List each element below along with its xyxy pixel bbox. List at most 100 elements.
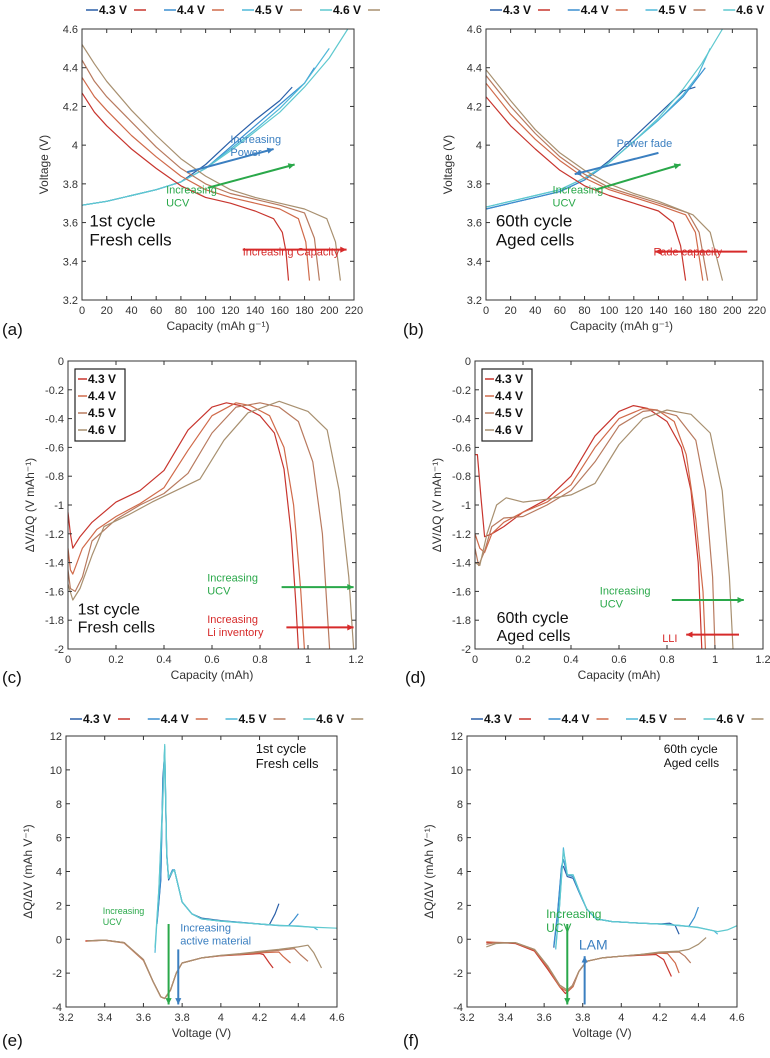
- x-tick-label: 100: [600, 305, 618, 317]
- y-tick-label: 4: [56, 867, 62, 879]
- x-tick-label: 0: [65, 654, 71, 666]
- panel-label: (f): [403, 1031, 419, 1050]
- annotation-arrow-head: [673, 163, 681, 170]
- annotation-arrow-head: [564, 998, 571, 1005]
- y-tick-label: -0.2: [45, 385, 64, 397]
- y-tick-label: -1.6: [45, 586, 64, 598]
- y-tick-label: -1.8: [45, 615, 64, 627]
- y-tick-label: 4: [72, 140, 78, 152]
- y-tick-label: -1: [54, 500, 64, 512]
- annotation-text: Increasing: [600, 585, 651, 597]
- annotation-text: 1st cycle: [78, 601, 140, 618]
- x-tick-label: 4: [218, 1012, 224, 1024]
- y-tick-label: 6: [457, 833, 463, 845]
- x-axis-label: Capacity (mAh g⁻¹): [166, 319, 269, 333]
- annotation-text: LAM: [579, 936, 608, 952]
- annotation-arrow-head: [165, 998, 172, 1005]
- y-tick-label: -0.8: [45, 471, 64, 483]
- y-tick-label: 0: [457, 934, 463, 946]
- series-line-4-4-v-discharge: [85, 939, 291, 1000]
- legend-label: 4.3 V: [484, 712, 512, 726]
- chart-panel-c: 0 0.2 0.4 0.6 0.8 1 1.2 -2 -1.8 -1.6 -1.4 -1.2 -1 -0.…: [2, 356, 364, 687]
- y-tick-label: 12: [451, 731, 463, 743]
- series-line-4-5-v-discharge: [87, 939, 309, 1000]
- x-tick-label: 80: [578, 305, 590, 317]
- y-tick-label: -1.4: [452, 558, 471, 570]
- annotation-text: UCV: [207, 585, 231, 597]
- x-tick-label: 120: [221, 305, 239, 317]
- series-line-4-5-v: [475, 409, 716, 649]
- annotation-arrow-head: [686, 631, 693, 638]
- annotation-text: Increasing: [207, 572, 258, 584]
- y-tick-label: 8: [56, 799, 62, 811]
- series-line-4-5-v-charge: [82, 48, 330, 206]
- x-axis-label: Capacity (mAh): [171, 668, 254, 682]
- series-line-4-4-v-charge: [553, 859, 699, 947]
- y-tick-label: 4.2: [63, 101, 78, 113]
- y-tick-label: 6: [56, 833, 62, 845]
- series-line-4-4-v: [68, 402, 305, 649]
- y-tick-label: 2: [56, 900, 62, 912]
- legend-label: 4.6 V: [88, 423, 116, 437]
- y-tick-label: -2: [461, 644, 471, 656]
- chart-panel-f: 3.2 3.4 3.6 3.8 4 4.2 4.4 4.6 -4 -2 0 2 4 6 8 10 12 Volta…: [403, 712, 764, 1050]
- legend-label: 4.4 V: [495, 389, 523, 403]
- annotation-arrow-head: [175, 998, 182, 1005]
- annotation-arrow-head: [347, 584, 354, 591]
- annotation-arrow-shaft: [574, 151, 659, 176]
- x-tick-label: 0: [79, 305, 85, 317]
- series-group: [486, 29, 724, 281]
- series-line-4-6-v: [68, 400, 355, 649]
- x-tick-label: 0.4: [156, 654, 171, 666]
- x-axis-label: Voltage (V): [172, 1026, 231, 1040]
- annotation-text: Aged cells: [496, 230, 574, 249]
- annotation-text: LLI: [662, 633, 677, 645]
- series-line-4-6-v-charge: [555, 850, 737, 948]
- annotation-text: Fresh cells: [78, 619, 155, 636]
- y-tick-label: -1.4: [45, 558, 64, 570]
- legend-label: 4.6 V: [316, 712, 344, 726]
- annotation-text: Increasing: [166, 185, 217, 197]
- y-tick-label: -0.8: [452, 471, 471, 483]
- annotation-text: Aged cells: [497, 628, 571, 645]
- y-tick-label: 4.2: [467, 101, 482, 113]
- y-tick-label: -4: [52, 1002, 62, 1014]
- y-tick-label: -0.4: [45, 414, 64, 426]
- series-line-4-4-v-discharge: [486, 82, 704, 281]
- legend-label: 4.3 V: [503, 3, 531, 17]
- panel-label: (b): [403, 320, 424, 339]
- annotation-text: Increasing: [230, 134, 281, 146]
- x-tick-label: 0.2: [515, 654, 530, 666]
- chart-panel-b: 0 20 40 60 80 100 120 140 160 180 200 220 3.2 3.4 3.6 3…: [403, 3, 766, 339]
- y-tick-label: 3.4: [63, 256, 78, 268]
- series-group: [475, 405, 734, 649]
- annotation-arrow-head: [266, 147, 274, 154]
- x-tick-label: 180: [295, 305, 313, 317]
- y-tick-label: 3.2: [63, 295, 78, 307]
- series-line-4-6-v-discharge: [82, 44, 341, 281]
- annotation-text: 60th cycle: [497, 610, 569, 627]
- x-tick-label: 0: [483, 305, 489, 317]
- x-tick-label: 200: [320, 305, 338, 317]
- series-line-4-5-v-charge: [555, 847, 719, 950]
- x-tick-label: 180: [699, 305, 717, 317]
- y-tick-label: -1.6: [452, 586, 471, 598]
- legend-label: 4.4 V: [581, 3, 609, 17]
- y-tick-label: 3.8: [467, 179, 482, 191]
- y-axis-label: ΔV/ΔQ (V mAh⁻¹): [430, 458, 444, 552]
- y-tick-label: 3.6: [63, 218, 78, 230]
- annotation-arrow-shaft: [595, 163, 681, 191]
- y-axis-label: ΔQ/ΔV (mAh V⁻¹): [21, 824, 35, 918]
- x-tick-label: 4.4: [291, 1012, 306, 1024]
- x-tick-label: 100: [196, 305, 214, 317]
- x-axis-label: Voltage (V): [572, 1026, 631, 1040]
- annotation-text: 60th cycle: [496, 211, 573, 230]
- annotation-text: Li inventory: [207, 627, 264, 639]
- series-line-4-3-v-charge: [156, 752, 280, 926]
- x-tick-label: 4.2: [652, 1012, 667, 1024]
- x-tick-label: 0: [472, 654, 478, 666]
- annotation-arrow-head: [654, 248, 662, 255]
- y-tick-label: -1.2: [45, 529, 64, 541]
- legend-label: 4.4 V: [88, 389, 116, 403]
